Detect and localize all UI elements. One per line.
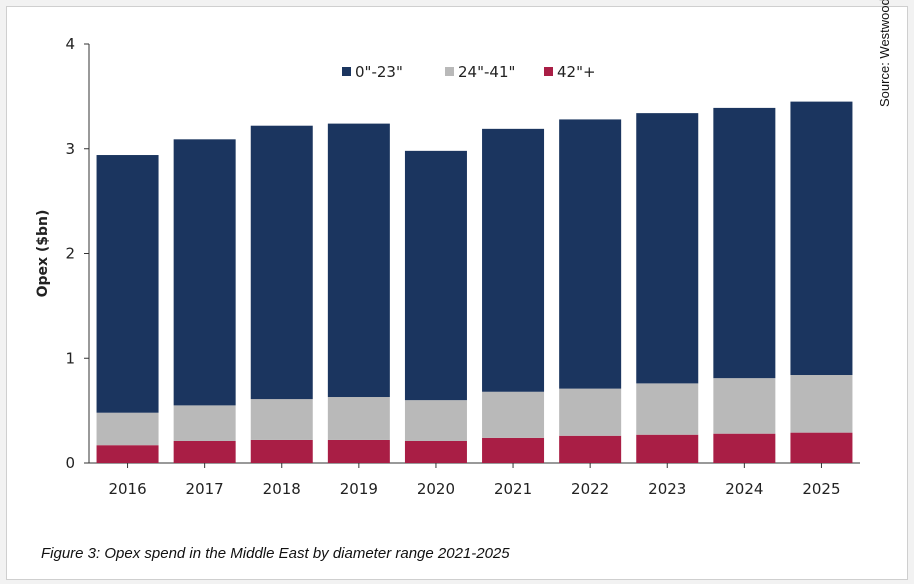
y-tick-label: 1 — [65, 349, 75, 367]
legend-label: 24"-41" — [458, 63, 515, 81]
x-tick-label: 2018 — [263, 480, 301, 498]
bar-2016-24-41 — [96, 412, 159, 446]
bar-2022-24-41 — [559, 388, 622, 436]
bar-2017-0-23 — [173, 139, 236, 406]
legend-swatch — [342, 67, 351, 76]
x-tick-label: 2016 — [108, 480, 146, 498]
x-tick-label: 2024 — [725, 480, 763, 498]
y-tick-label: 0 — [65, 454, 75, 472]
x-tick-label: 2025 — [802, 480, 840, 498]
legend-label: 42"+ — [557, 63, 596, 81]
legend-swatch — [544, 67, 553, 76]
figure-caption: Figure 3: Opex spend in the Middle East … — [41, 545, 510, 562]
bar-2024-24-41 — [713, 378, 776, 434]
x-tick-label: 2022 — [571, 480, 609, 498]
source-note: Source: Westwood World Onshore Pipeline … — [877, 0, 892, 107]
opex-stacked-bar-chart: 0 1 2 3 4 Opex ($bn) 2016 2017 2018 2019 2020 2021 2… — [35, 35, 860, 498]
x-tick-label: 2023 — [648, 480, 686, 498]
bar-2019-42 — [327, 439, 390, 463]
y-tick-label: 4 — [65, 35, 75, 53]
bar-2023-0-23 — [636, 113, 699, 384]
bar-2020-42 — [404, 441, 467, 463]
bar-2019-24-41 — [327, 397, 390, 440]
bar-2022-0-23 — [559, 119, 622, 389]
bar-2021-42 — [482, 437, 545, 463]
bar-2018-0-23 — [250, 125, 313, 400]
legend-label: 0"-23" — [355, 63, 403, 81]
y-tick-label: 2 — [65, 245, 75, 263]
x-tick-label: 2021 — [494, 480, 532, 498]
bar-2016-0-23 — [96, 155, 159, 413]
bar-2024-0-23 — [713, 107, 776, 379]
bar-2017-42 — [173, 441, 236, 463]
x-tick-label: 2020 — [417, 480, 455, 498]
bar-2023-24-41 — [636, 383, 699, 435]
bar-2018-42 — [250, 439, 313, 463]
bar-2022-42 — [559, 435, 622, 463]
bar-2020-0-23 — [404, 150, 467, 401]
bar-2021-0-23 — [482, 128, 545, 392]
bar-2025-0-23 — [790, 101, 853, 376]
y-tick-label: 3 — [65, 140, 75, 158]
bar-2016-42 — [96, 445, 159, 463]
bar-2024-42 — [713, 433, 776, 463]
bar-2023-42 — [636, 434, 699, 463]
bar-2017-24-41 — [173, 405, 236, 442]
legend-swatch — [445, 67, 454, 76]
y-axis-label: Opex ($bn) — [35, 210, 51, 298]
bar-2025-42 — [790, 432, 853, 463]
bar-2019-0-23 — [327, 123, 390, 398]
bar-2018-24-41 — [250, 399, 313, 440]
bar-2020-24-41 — [404, 400, 467, 442]
bar-2025-24-41 — [790, 375, 853, 433]
chart-card: 0 1 2 3 4 Opex ($bn) 2016 2017 2018 2019 2020 2021 2… — [6, 0, 908, 580]
x-tick-label: 2017 — [186, 480, 224, 498]
x-tick-label: 2019 — [340, 480, 378, 498]
bar-2021-24-41 — [482, 391, 545, 438]
